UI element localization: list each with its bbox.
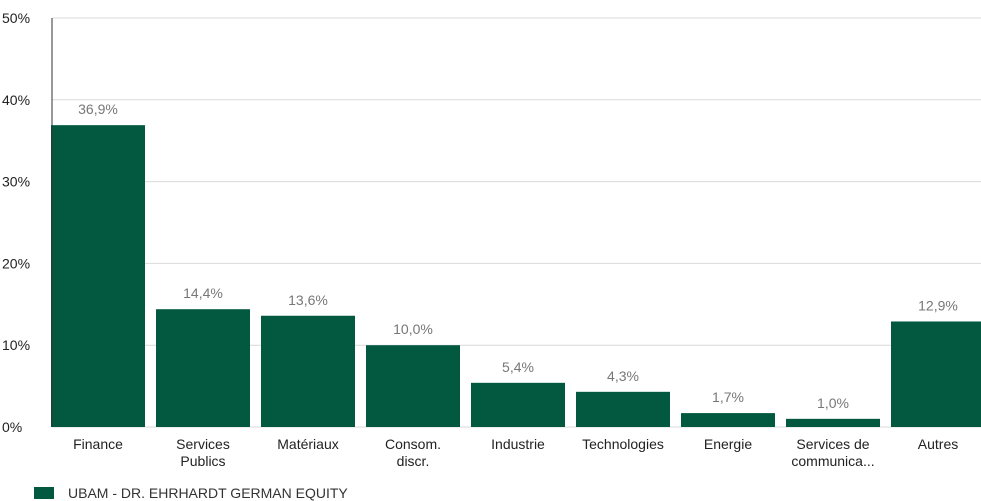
y-axis-ticks: 0% 10% 20% 30% 40% 50%	[2, 10, 30, 435]
category-label: Industrie	[491, 436, 545, 452]
bar	[366, 345, 460, 427]
bar	[471, 382, 565, 427]
category-label: Technologies	[582, 436, 664, 452]
legend-label: UBAM - DR. EHRHARDT GERMAN EQUITY	[68, 485, 348, 501]
category-label: Finance	[73, 436, 123, 452]
data-label: 1,7%	[712, 389, 744, 405]
y-tick-label: 10%	[2, 337, 30, 353]
legend-swatch	[34, 487, 54, 499]
y-tick-label: 50%	[2, 10, 30, 26]
data-label: 36,9%	[78, 101, 118, 117]
y-tick-label: 30%	[2, 174, 30, 190]
category-label: Matériaux	[277, 436, 338, 452]
data-labels: 36,9% 14,4% 13,6% 10,0% 5,4% 4,3% 1,7% 1,0% 12,9…	[78, 101, 958, 411]
y-tick-label: 40%	[2, 92, 30, 108]
bar	[156, 309, 250, 427]
category-label: Services de communica...	[791, 436, 874, 469]
data-label: 5,4%	[502, 359, 534, 375]
category-label: Energie	[704, 436, 752, 452]
bar-chart: 0% 10% 20% 30% 40% 50% 36,9% 14,4% 13,6% 10,0% 5,…	[2, 10, 981, 469]
data-label: 1,0%	[817, 395, 849, 411]
legend: UBAM - DR. EHRHARDT GERMAN EQUITY	[34, 485, 348, 501]
bar	[681, 413, 775, 427]
category-label: Services Publics	[176, 436, 230, 469]
data-label: 13,6%	[288, 292, 328, 308]
category-labels: Finance Services Publics Matériaux Consom. di…	[73, 436, 958, 469]
data-label: 14,4%	[183, 285, 223, 301]
y-tick-label: 0%	[2, 419, 22, 435]
data-label: 10,0%	[393, 321, 433, 337]
bars	[51, 125, 981, 428]
category-label: Consom. discr.	[385, 436, 441, 469]
y-tick-label: 20%	[2, 255, 30, 271]
bar	[261, 315, 355, 427]
data-label: 4,3%	[607, 368, 639, 384]
data-label: 12,9%	[918, 297, 958, 313]
bar	[891, 321, 981, 427]
category-label: Autres	[918, 436, 958, 452]
bar	[786, 418, 880, 427]
bar	[51, 125, 145, 428]
bar	[576, 391, 670, 427]
